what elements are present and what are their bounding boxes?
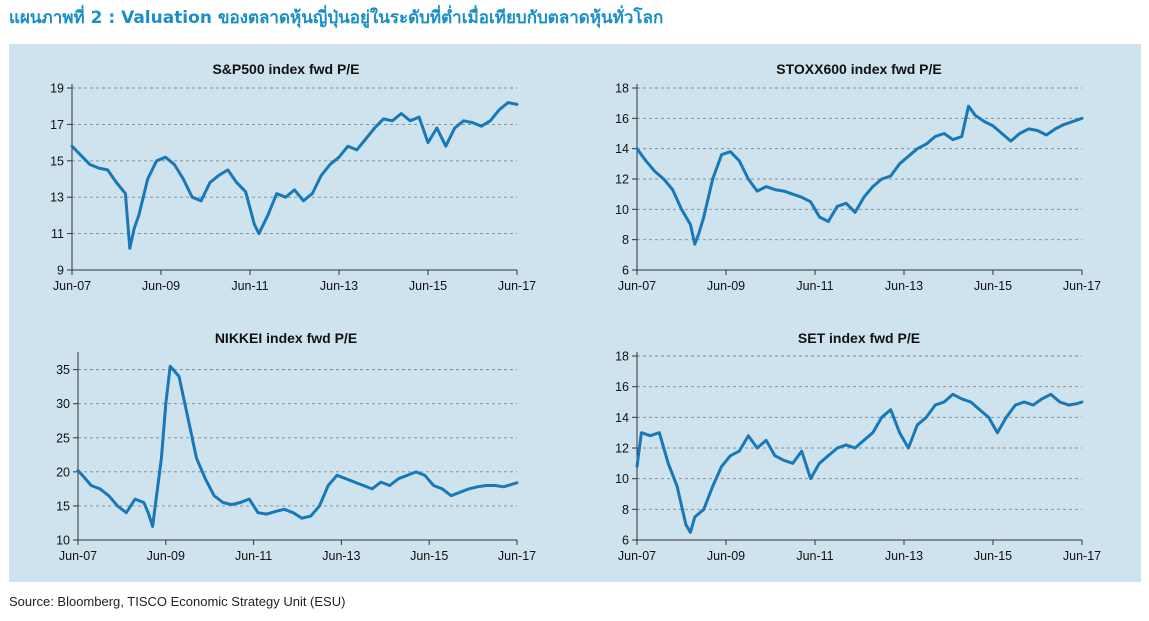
chart-sp500: S&P500 index fwd P/E 9 11 13 15 17 19 Jun-07 Ju… — [50, 61, 536, 293]
y-tick-label: 15 — [56, 499, 70, 513]
page-title: แผนภาพที่ 2 : Valuation ของตลาดหุ้นญี่ปุ… — [9, 8, 664, 28]
y-tick-label: 15 — [50, 154, 64, 168]
x-tick-label: Jun-07 — [618, 549, 656, 563]
chart-panel-background — [9, 44, 1141, 582]
series-line — [635, 392, 1084, 534]
y-tick-label: 30 — [56, 397, 70, 411]
y-tick-label: 12 — [615, 173, 629, 187]
series-line — [635, 104, 1084, 246]
y-tick-label: 16 — [615, 112, 629, 126]
x-tick-label: Jun-13 — [885, 279, 923, 293]
y-tick-label: 9 — [57, 264, 64, 278]
y-tick-label: 18 — [615, 350, 629, 364]
x-tick-label: Jun-17 — [498, 279, 536, 293]
y-tick-label: 8 — [622, 233, 629, 247]
x-tick-label: Jun-07 — [53, 279, 91, 293]
x-tick-label: Jun-11 — [796, 279, 833, 293]
y-tick-label: 12 — [615, 442, 629, 456]
y-tick-label: 25 — [56, 431, 70, 445]
y-tick-label: 20 — [56, 465, 70, 479]
x-tick-label: Jun-09 — [147, 549, 185, 563]
y-tick-label: 13 — [50, 191, 64, 205]
y-tick-label: 6 — [622, 534, 629, 548]
chart-title-nikkei: NIKKEI index fwd P/E — [215, 330, 357, 346]
y-tick-label: 18 — [615, 82, 629, 96]
chart-nikkei: NIKKEI index fwd P/E 10 15 20 25 30 35 Jun-07 J… — [56, 330, 536, 563]
y-tick-label: 16 — [615, 380, 629, 394]
x-tick-label: Jun-13 — [885, 549, 923, 563]
x-tick-label: Jun-11 — [235, 549, 272, 563]
x-tick-label: Jun-11 — [796, 549, 833, 563]
y-tick-label: 8 — [622, 503, 629, 517]
x-tick-label: Jun-09 — [707, 279, 745, 293]
y-tick-label: 10 — [615, 472, 629, 486]
x-tick-label: Jun-15 — [409, 279, 447, 293]
source-note: Source: Bloomberg, TISCO Economic Strate… — [9, 594, 346, 609]
x-tick-label: Jun-13 — [320, 279, 358, 293]
x-tick-label: Jun-13 — [322, 549, 360, 563]
chart-title-sp500: S&P500 index fwd P/E — [212, 61, 359, 77]
charts-area: S&P500 index fwd P/E 9 11 13 15 17 19 Jun-07 Ju… — [50, 61, 1101, 563]
y-tick-label: 11 — [51, 227, 64, 241]
x-tick-label: Jun-07 — [618, 279, 656, 293]
series-line — [76, 364, 519, 528]
y-tick-label: 17 — [50, 118, 64, 132]
x-tick-label: Jun-17 — [1063, 549, 1101, 563]
x-tick-label: Jun-17 — [498, 549, 536, 563]
y-tick-label: 10 — [615, 203, 629, 217]
x-tick-label: Jun-11 — [231, 279, 268, 293]
x-tick-label: Jun-09 — [142, 279, 180, 293]
y-tick-label: 19 — [50, 82, 64, 96]
x-tick-label: Jun-15 — [410, 549, 448, 563]
chart-title-set: SET index fwd P/E — [798, 330, 920, 346]
chart-stoxx600: STOXX600 index fwd P/E 6 8 10 12 14 16 18 Jun-0… — [615, 61, 1101, 293]
chart-set: SET index fwd P/E 6 8 10 12 14 16 18 Jun-07 Jun-… — [615, 330, 1101, 563]
y-tick-label: 14 — [615, 411, 629, 425]
x-tick-label: Jun-15 — [974, 279, 1012, 293]
y-tick-label: 10 — [56, 534, 70, 548]
x-tick-label: Jun-17 — [1063, 279, 1101, 293]
x-tick-label: Jun-15 — [974, 549, 1012, 563]
x-tick-label: Jun-07 — [59, 549, 97, 563]
y-tick-label: 6 — [622, 264, 629, 278]
series-line — [70, 101, 519, 250]
y-tick-label: 14 — [615, 142, 629, 156]
chart-title-stoxx600: STOXX600 index fwd P/E — [776, 61, 941, 77]
x-tick-label: Jun-09 — [707, 549, 745, 563]
y-tick-label: 35 — [56, 363, 70, 377]
